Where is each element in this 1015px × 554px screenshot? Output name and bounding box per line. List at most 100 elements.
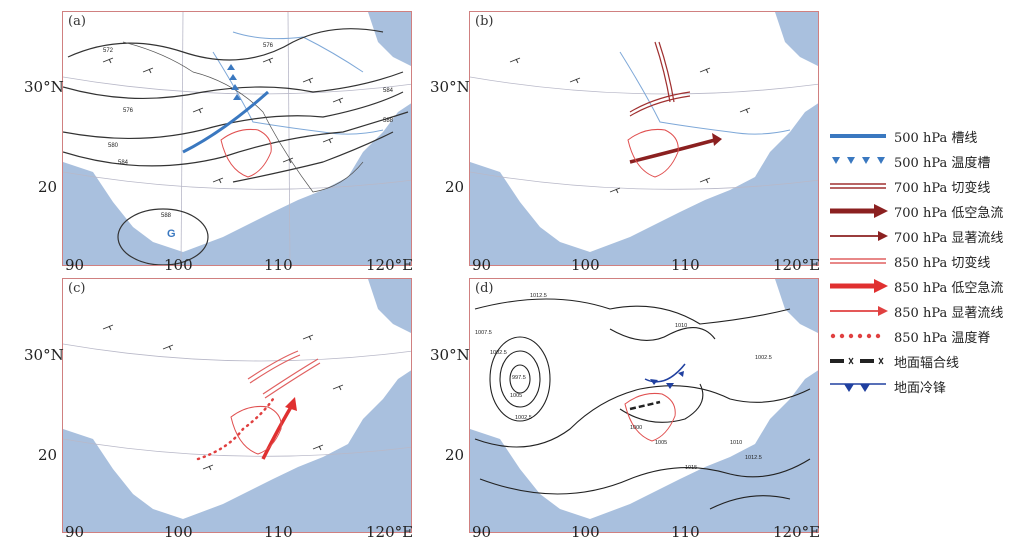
contour-label: 580: [108, 143, 119, 149]
sea-area: [63, 279, 411, 532]
isobar-label: 1005: [655, 440, 667, 446]
lat-tick: 30°N: [430, 78, 470, 96]
shear-line-icon: [830, 183, 886, 189]
map-b: [470, 12, 818, 265]
lon-tick: 120°E: [366, 523, 414, 541]
lon-tick: 110: [264, 256, 293, 274]
convergence-line-icon: [830, 357, 884, 365]
lat-tick: 20: [445, 446, 465, 464]
contour-label: 588: [383, 118, 394, 124]
lat-tick: 30°N: [430, 346, 470, 364]
legend-label: 850 hPa 显著流线: [894, 306, 1004, 321]
legend-item: 地面辐合线: [828, 351, 1013, 373]
jet-850: [261, 406, 293, 460]
panel-b: (b): [469, 11, 819, 266]
panel-c: (c): [62, 278, 412, 533]
jet-arrow-icon: [830, 204, 888, 218]
sichuan-basin-outline: [230, 406, 282, 455]
isobar-label: 1012.5: [530, 293, 547, 299]
lon-tick: 90: [472, 523, 492, 541]
contour-labels-a: 572 576 580 584 588 588 584 576 G: [103, 43, 394, 240]
legend-item: 地面冷锋: [828, 376, 1013, 398]
lon-tick: 100: [164, 523, 193, 541]
wind-barbs: [102, 57, 344, 184]
panel-label: (c): [68, 281, 86, 296]
lon-tick: 100: [571, 523, 600, 541]
temperature-trough-icon: [832, 157, 885, 164]
lat-tick: 20: [445, 178, 465, 196]
legend-label: 地面冷锋: [894, 381, 947, 396]
cold-front-icon: [830, 383, 886, 392]
jet-700: [629, 138, 716, 164]
legend-item: 700 hPa 显著流线: [828, 226, 1013, 248]
lon-tick: 110: [671, 523, 700, 541]
shear-lines-700: [629, 41, 691, 117]
legend-label: 500 hPa 槽线: [894, 131, 978, 146]
isobar-label: 1015: [685, 465, 697, 471]
contour-label: 588: [161, 213, 172, 219]
legend-item: 850 hPa 低空急流: [828, 276, 1013, 298]
isobar-label: 1002.5: [755, 355, 772, 361]
sichuan-basin-outline: [624, 393, 676, 442]
isobars: [474, 298, 811, 510]
lon-tick: 120°E: [366, 256, 414, 274]
contour-label: 576: [263, 43, 274, 49]
cold-front-triangles: [650, 371, 684, 389]
graticule: [63, 343, 411, 457]
legend-item: 850 hPa 温度脊: [828, 326, 1013, 348]
shear-lines-850: [247, 350, 321, 399]
legend-label: 700 hPa 低空急流: [894, 206, 1004, 221]
isobar-label: 1007.5: [475, 330, 492, 336]
sea-area: [63, 12, 411, 265]
wind-barbs: [102, 324, 344, 471]
rivers: [212, 31, 384, 135]
isobar-label: 1010: [730, 440, 742, 446]
isobar-label: 1005: [510, 393, 522, 399]
legend-item: 700 hPa 切变线: [828, 176, 1013, 198]
sea-area: [470, 12, 818, 265]
isobar-label: 1010: [675, 323, 687, 329]
streamline-arrow-icon: [830, 306, 888, 316]
legend-item: 700 hPa 低空急流: [828, 201, 1013, 223]
legend-item: 500 hPa 槽线: [828, 126, 1013, 148]
legend-label: 500 hPa 温度槽: [894, 156, 991, 171]
lat-tick: 30°N: [24, 346, 64, 364]
lon-tick: 110: [264, 523, 293, 541]
cold-front: [644, 363, 686, 383]
isobar-label: 1000: [630, 425, 642, 431]
jet-arrow-icon: [830, 279, 888, 293]
contour-label: 584: [383, 88, 394, 94]
lon-tick: 90: [65, 523, 85, 541]
legend-label: 地面辐合线: [894, 356, 960, 371]
contour-label: 572: [103, 48, 114, 54]
geopotential-high-center: G: [167, 228, 176, 240]
contour-label: 584: [118, 160, 129, 166]
map-d: 1012.5 1007.5 1002.5 997.5 1005 1010 100…: [470, 279, 818, 532]
china-outline: [122, 41, 364, 193]
isobar-label: 1012.5: [745, 455, 762, 461]
lon-tick: 100: [571, 256, 600, 274]
lon-tick: 110: [671, 256, 700, 274]
wind-barbs: [509, 57, 751, 194]
lon-tick: 120°E: [773, 256, 821, 274]
legend-item: 850 hPa 显著流线: [828, 301, 1013, 323]
height-contours: [63, 28, 409, 265]
panel-label: (b): [475, 14, 494, 29]
jet-700-head: [712, 133, 722, 146]
sichuan-basin-outline: [627, 129, 679, 178]
lat-tick: 20: [38, 446, 58, 464]
contour-labels-d: 1012.5 1007.5 1002.5 997.5 1005 1010 100…: [475, 293, 772, 471]
streamline-arrow-icon: [830, 231, 888, 241]
trough-line-500: [182, 90, 269, 154]
legend-label: 700 hPa 显著流线: [894, 231, 1004, 246]
panel-d: 1012.5 1007.5 1002.5 997.5 1005 1010 100…: [469, 278, 819, 533]
panel-a: 572 576 580 584 588 588 584 576 G (a): [62, 11, 412, 266]
lon-tick: 90: [65, 256, 85, 274]
isobar-label: 1002.5: [490, 350, 507, 356]
shear-line-icon: [830, 258, 886, 264]
lat-tick: 20: [38, 178, 58, 196]
trough-line-icon: [830, 134, 886, 138]
lon-tick: 100: [164, 256, 193, 274]
temperature-ridge-icon: [830, 333, 881, 339]
lat-tick: 30°N: [24, 78, 64, 96]
